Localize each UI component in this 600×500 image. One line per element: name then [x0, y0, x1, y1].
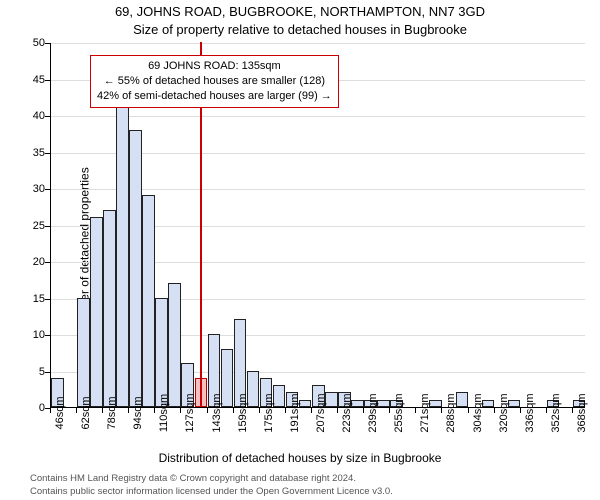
xtick-mark: [285, 408, 286, 413]
xtick-label: 207sqm: [315, 393, 327, 432]
xtick-mark: [259, 408, 260, 413]
chart-container: 69, JOHNS ROAD, BUGBROOKE, NORTHAMPTON, …: [0, 0, 600, 500]
ytick-label: 35: [15, 147, 45, 159]
xtick-label: 110sqm: [158, 394, 170, 432]
ytick-label: 15: [15, 293, 45, 305]
xtick-label: 94sqm: [132, 396, 144, 429]
ytick-mark: [45, 262, 50, 263]
xtick-mark: [233, 408, 234, 413]
histogram-bar: [77, 298, 90, 408]
xtick-mark: [207, 408, 208, 413]
ytick-mark: [45, 153, 50, 154]
xtick-mark: [520, 408, 521, 413]
xtick-label: 304sqm: [472, 393, 484, 432]
xtick-mark: [546, 408, 547, 413]
xtick-mark: [363, 408, 364, 413]
histogram-chart: 0510152025303540455046sqm62sqm78sqm94sqm…: [50, 43, 585, 408]
x-axis-label: Distribution of detached houses by size …: [0, 451, 600, 465]
ytick-label: 40: [15, 110, 45, 122]
xtick-label: 46sqm: [54, 396, 66, 429]
ytick-label: 20: [15, 256, 45, 268]
xtick-label: 159sqm: [237, 393, 249, 432]
annotation-box: 69 JOHNS ROAD: 135sqm← 55% of detached h…: [90, 55, 339, 108]
xtick-mark: [389, 408, 390, 413]
ytick-mark: [45, 43, 50, 44]
ytick-mark: [45, 189, 50, 190]
title-line2: Size of property relative to detached ho…: [0, 22, 600, 37]
xtick-mark: [102, 408, 103, 413]
ytick-label: 30: [15, 183, 45, 195]
xtick-label: 191sqm: [289, 393, 301, 432]
histogram-bar: [155, 298, 168, 408]
xtick-label: 288sqm: [445, 393, 457, 432]
xtick-mark: [128, 408, 129, 413]
footer-line1: Contains HM Land Registry data © Crown c…: [30, 473, 356, 484]
xtick-label: 320sqm: [498, 393, 510, 432]
histogram-bar: [90, 217, 103, 407]
ytick-mark: [45, 116, 50, 117]
ytick-label: 50: [15, 37, 45, 49]
xtick-mark: [415, 408, 416, 413]
ytick-label: 45: [15, 74, 45, 86]
xtick-label: 78sqm: [106, 396, 118, 429]
xtick-mark: [337, 408, 338, 413]
histogram-bar: [142, 195, 155, 407]
annotation-line3: 42% of semi-detached houses are larger (…: [97, 89, 332, 104]
xtick-mark: [154, 408, 155, 413]
ytick-label: 25: [15, 220, 45, 232]
ytick-label: 10: [15, 329, 45, 341]
xtick-label: 336sqm: [524, 393, 536, 432]
ytick-mark: [45, 335, 50, 336]
histogram-bar: [103, 210, 116, 407]
annotation-line2: ← 55% of detached houses are smaller (12…: [97, 74, 332, 89]
xtick-mark: [180, 408, 181, 413]
histogram-bar: [456, 392, 469, 407]
xtick-label: 239sqm: [367, 393, 379, 432]
ytick-mark: [45, 80, 50, 81]
histogram-bar: [116, 100, 129, 407]
xtick-label: 271sqm: [419, 393, 431, 432]
xtick-mark: [311, 408, 312, 413]
ytick-mark: [45, 299, 50, 300]
xtick-mark: [76, 408, 77, 413]
histogram-bar: [429, 400, 442, 407]
annotation-line1: 69 JOHNS ROAD: 135sqm: [97, 59, 332, 74]
gridline: [51, 116, 585, 117]
ytick-label: 5: [15, 366, 45, 378]
xtick-label: 352sqm: [550, 393, 562, 432]
title-line1: 69, JOHNS ROAD, BUGBROOKE, NORTHAMPTON, …: [0, 4, 600, 19]
footer-line2: Contains public sector information licen…: [30, 486, 393, 497]
xtick-mark: [494, 408, 495, 413]
xtick-mark: [468, 408, 469, 413]
histogram-bar: [377, 400, 390, 407]
xtick-mark: [441, 408, 442, 413]
xtick-mark: [572, 408, 573, 413]
xtick-mark: [50, 408, 51, 413]
ytick-mark: [45, 226, 50, 227]
xtick-label: 62sqm: [80, 396, 92, 429]
gridline: [51, 43, 585, 44]
xtick-label: 143sqm: [211, 393, 223, 432]
xtick-label: 127sqm: [184, 393, 196, 432]
xtick-label: 223sqm: [341, 393, 353, 432]
ytick-label: 0: [15, 402, 45, 414]
xtick-label: 255sqm: [393, 393, 405, 432]
histogram-bar: [168, 283, 181, 407]
ytick-mark: [45, 372, 50, 373]
xtick-label: 175sqm: [263, 393, 275, 432]
histogram-bar: [129, 130, 142, 407]
xtick-label: 368sqm: [576, 393, 588, 432]
